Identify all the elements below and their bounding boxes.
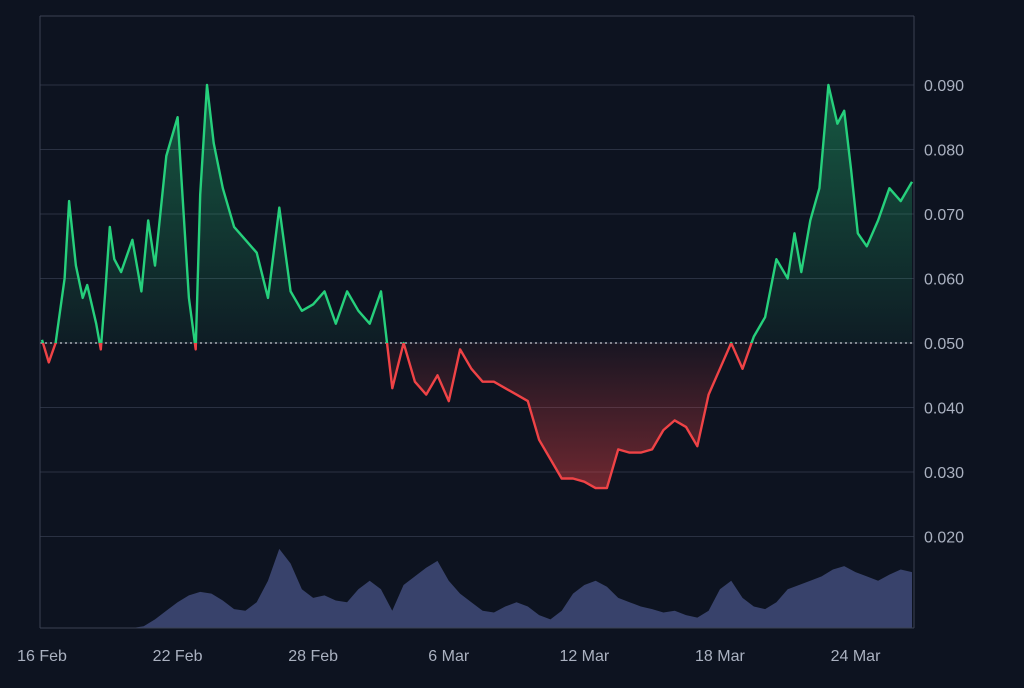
x-tick-label: 18 Mar [695, 648, 745, 665]
volume-series [42, 548, 912, 628]
price-line-down [41, 343, 753, 490]
y-tick-label: 0.040 [924, 401, 964, 418]
y-tick-label: 0.020 [924, 530, 964, 547]
y-tick-label: 0.080 [924, 143, 964, 160]
y-tick-label: 0.030 [924, 465, 964, 482]
y-tick-label: 0.050 [924, 336, 964, 353]
x-tick-label: 22 Feb [153, 648, 203, 665]
price-line-up [40, 83, 914, 343]
x-tick-label: 24 Mar [831, 648, 881, 665]
y-tick-label: 0.070 [924, 207, 964, 224]
x-axis: 16 Feb 22 Feb 28 Feb 6 Mar 12 Mar 18 Mar 24 Ma… [17, 648, 881, 665]
price-fill-above-baseline [42, 85, 912, 343]
price-fill-below-baseline [42, 343, 912, 489]
price-fill [42, 85, 912, 489]
price-line [40, 83, 914, 490]
x-tick-label: 28 Feb [288, 648, 338, 665]
x-tick-label: 6 Mar [428, 648, 470, 665]
y-tick-label: 0.090 [924, 78, 964, 95]
y-axis: 0.020 0.030 0.040 0.050 0.060 0.070 0.080 0.090 [924, 78, 964, 547]
x-tick-label: 16 Feb [17, 648, 67, 665]
x-tick-label: 12 Mar [559, 648, 609, 665]
volume-area [42, 548, 912, 628]
plot-frame [39, 15, 915, 629]
y-tick-label: 0.060 [924, 272, 964, 289]
